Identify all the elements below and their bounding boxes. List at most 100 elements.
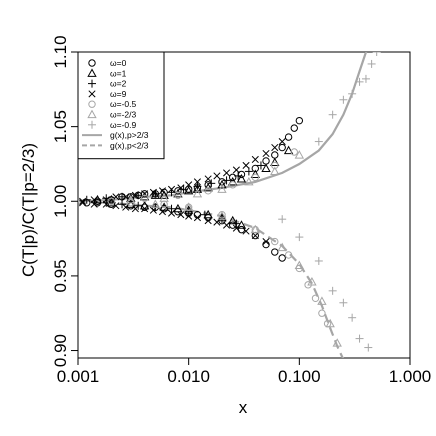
- data-point: [367, 59, 376, 68]
- x-b: [251, 232, 259, 240]
- data-point: [126, 194, 136, 204]
- data-point: [232, 224, 240, 232]
- series-group: [126, 150, 342, 347]
- x-b: [167, 185, 176, 193]
- data-point: [295, 116, 304, 125]
- series-group: [79, 138, 286, 246]
- data-point: [229, 221, 237, 229]
- data-point: [177, 211, 185, 219]
- data-point: [261, 163, 271, 173]
- data-point: [158, 187, 167, 195]
- data-point: [271, 237, 279, 246]
- data-point: [204, 217, 212, 225]
- data-point: [204, 187, 212, 195]
- data-point: [79, 197, 87, 205]
- data-point: [228, 176, 238, 186]
- x-b: [271, 143, 279, 152]
- data-point: [79, 199, 87, 207]
- data-point: [167, 204, 176, 213]
- data-point: [237, 225, 246, 234]
- legend-label: ω=1: [110, 68, 127, 78]
- data-point: [158, 208, 167, 216]
- data-point: [278, 143, 286, 152]
- data-point: [185, 212, 193, 220]
- legend-symbol: [87, 68, 97, 77]
- curve-line: [78, 200, 344, 358]
- data-point: [271, 248, 279, 256]
- data-point: [290, 148, 298, 156]
- data-point: [174, 191, 182, 199]
- data-point: [167, 209, 176, 217]
- x-b: [204, 217, 212, 225]
- x-tick-label: 0.100: [278, 367, 321, 386]
- data-point: [193, 178, 201, 186]
- data-point: [372, 52, 381, 56]
- data-point: [204, 175, 212, 183]
- legend-label: g(x),p>2/3: [110, 130, 149, 140]
- data-point: [262, 238, 270, 246]
- axes: 0.001 0.010 0.100 1.000 0.90 0.95 1.00 1.05 1.10: [51, 35, 431, 386]
- data-point: [234, 171, 243, 180]
- y-tick-label: 0.90: [51, 334, 70, 367]
- series-group: [278, 52, 381, 352]
- data-point: [141, 205, 149, 213]
- x-b: [251, 155, 259, 164]
- data-point: [314, 256, 323, 265]
- data-point: [277, 242, 287, 252]
- data-point: [184, 207, 193, 216]
- x-b: [223, 221, 231, 229]
- x-b: [149, 206, 157, 214]
- data-point: [314, 137, 323, 146]
- data-point: [150, 190, 161, 199]
- data-point: [222, 176, 231, 185]
- x-b: [122, 193, 130, 201]
- x-b: [167, 209, 176, 217]
- data-point: [307, 277, 317, 286]
- data-point: [325, 318, 335, 328]
- y-tick-label: 0.95: [51, 259, 70, 292]
- data-point: [332, 338, 342, 347]
- data-point: [192, 188, 203, 198]
- data-point: [328, 110, 337, 119]
- legend-label: g(x),p<2/3: [110, 140, 149, 150]
- data-point: [251, 155, 259, 164]
- data-point: [118, 192, 127, 201]
- data-point: [159, 193, 169, 202]
- x-b: [185, 212, 193, 220]
- data-point: [355, 77, 364, 86]
- data-point: [271, 161, 279, 170]
- legend-label: ω=0: [110, 58, 127, 68]
- data-point: [278, 138, 286, 146]
- legend-label: ω=9: [110, 89, 127, 99]
- legend-symbol: [87, 109, 97, 119]
- legend-label: ω=-2/3: [110, 110, 137, 120]
- data-point: [364, 343, 373, 352]
- x-tick-label: 0.010: [167, 367, 210, 386]
- data-point: [229, 173, 237, 182]
- legend-symbol: [88, 120, 96, 129]
- data-point: [256, 161, 265, 170]
- data-point: [270, 166, 280, 175]
- data-point: [262, 157, 270, 165]
- legend-symbol: [88, 100, 96, 108]
- x-b: [278, 138, 286, 146]
- x-b: [158, 208, 167, 216]
- data-point: [283, 145, 294, 155]
- x-b: [262, 149, 270, 158]
- data-point: [328, 286, 337, 295]
- legend-symbol: [88, 79, 96, 88]
- x-b: [262, 238, 270, 246]
- x-b: [131, 205, 139, 213]
- x-b: [232, 166, 240, 174]
- data-point: [126, 199, 136, 208]
- x-b: [158, 187, 167, 195]
- data-point: [174, 187, 182, 195]
- data-point: [348, 89, 357, 98]
- data-point: [271, 151, 279, 159]
- data-point: [251, 164, 259, 173]
- data-point: [185, 181, 193, 189]
- data-point: [232, 219, 241, 228]
- data-point: [140, 194, 149, 202]
- data-point: [159, 190, 169, 199]
